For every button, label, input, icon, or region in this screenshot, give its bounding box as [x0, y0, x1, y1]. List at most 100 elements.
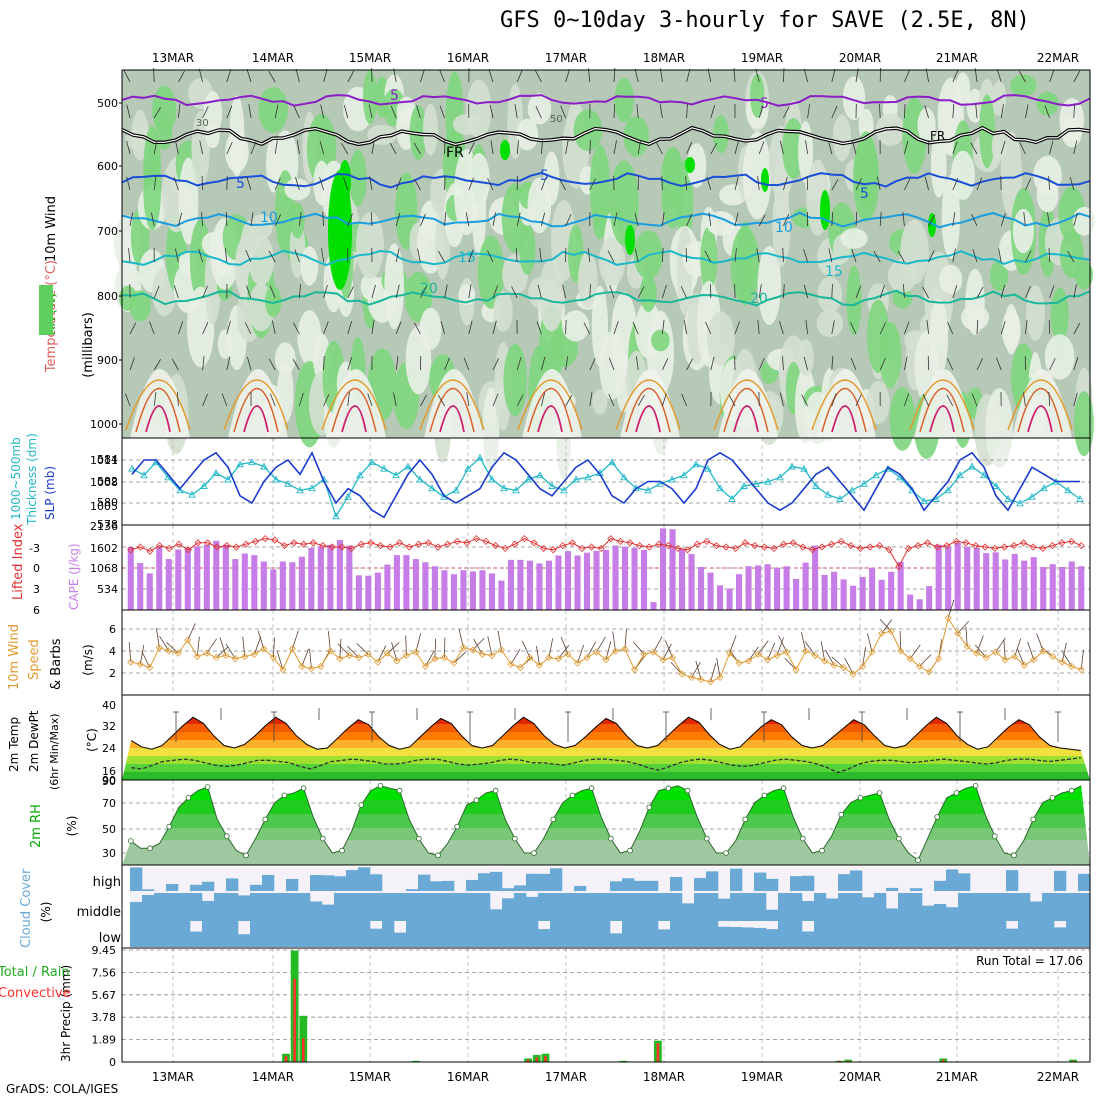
- cloud-high-bar: [322, 875, 335, 891]
- li-marker: [674, 544, 682, 552]
- thickness-marker: [272, 475, 280, 483]
- wind-barb: [323, 68, 328, 83]
- cape-bar: [279, 561, 286, 610]
- li-marker: [338, 543, 346, 551]
- li-marker: [799, 543, 807, 551]
- rh-contour-label: 30: [196, 118, 209, 129]
- wind-barb: [395, 177, 402, 191]
- temp-band: [122, 732, 1090, 740]
- boundary-layer-plume: [228, 369, 288, 438]
- cape-bar: [755, 565, 762, 610]
- wind-barb: [904, 140, 909, 155]
- date-label-bottom: 15MAR: [349, 1070, 391, 1084]
- temp-band: [122, 748, 1090, 756]
- wind-barb: [734, 176, 739, 191]
- li-marker: [866, 543, 874, 551]
- wind-speed-marker: [317, 662, 325, 670]
- wind-speed-marker: [554, 655, 563, 663]
- wind-barb: [805, 320, 808, 335]
- li-marker: [607, 535, 615, 543]
- wind-barb: [855, 394, 862, 407]
- precip-conv-bar: [284, 1056, 288, 1062]
- cloud-high-bar: [514, 885, 527, 891]
- cloud-middle-bar: [418, 893, 431, 921]
- wind-speed-marker: [963, 643, 971, 651]
- li-marker: [184, 546, 192, 554]
- wind-barb: [153, 359, 161, 371]
- isotherm-minus5: [121, 94, 1091, 107]
- wind-speed-marker: [355, 654, 363, 662]
- rh-marker: [1030, 816, 1036, 823]
- wind-barb: [1073, 284, 1077, 299]
- wind-barb: [337, 643, 350, 656]
- rh-marker: [204, 784, 211, 790]
- cloud-low-bar: [826, 921, 839, 947]
- cloud-high-bar: [190, 884, 203, 891]
- wind-speed-marker: [450, 659, 458, 667]
- wind-axis-units: (m/s): [81, 644, 95, 675]
- wind-barb: [974, 68, 978, 83]
- cloud-low-bar: [850, 921, 863, 947]
- wind-barb: [226, 142, 233, 155]
- wind-barb: [855, 178, 862, 191]
- wind-barb: [734, 321, 740, 335]
- wind-barb: [758, 284, 762, 299]
- isotherm-30: [1017, 387, 1063, 433]
- wind-speed-marker: [992, 648, 1000, 656]
- thickness-marker: [368, 458, 376, 466]
- wind-tick-label: 2: [109, 667, 116, 680]
- wind-barb: [686, 141, 693, 155]
- rh-patch: [362, 70, 378, 125]
- rh-marker: [857, 794, 864, 801]
- wind-speed-marker: [878, 629, 886, 637]
- isotherm-30: [135, 387, 181, 433]
- wind-barb: [444, 284, 448, 299]
- thickness-marker: [380, 464, 388, 472]
- thickness-marker: [620, 473, 628, 481]
- rh-tick-label: 90: [102, 775, 116, 788]
- li-marker: [1029, 543, 1037, 551]
- wind-speed-marker: [431, 655, 439, 663]
- cape-bar: [251, 555, 258, 610]
- wind-barb: [341, 142, 349, 155]
- cape-bar: [479, 570, 486, 610]
- wind-speed-marker: [564, 650, 572, 658]
- wind-barb: [904, 69, 910, 83]
- wind-barb: [1025, 320, 1028, 335]
- wind-barb: [706, 176, 712, 191]
- cape-bar: [850, 585, 857, 610]
- rh-patch: [1074, 260, 1093, 290]
- rh-band: [122, 785, 1090, 800]
- cape-bar: [536, 563, 543, 610]
- rh-patch: [1026, 285, 1045, 341]
- wind-barb: [395, 321, 402, 335]
- rh-marker: [243, 852, 249, 859]
- temp-band: [122, 764, 1090, 772]
- wind-barb: [1048, 176, 1050, 191]
- rh-marker: [128, 838, 134, 844]
- cape-bar: [327, 544, 334, 610]
- wind-speed-marker: [279, 666, 287, 674]
- wind-barb: [1049, 358, 1056, 371]
- li-marker: [904, 544, 912, 552]
- wind-barb: [246, 285, 252, 299]
- cape-bar: [916, 599, 923, 610]
- cloud-low-bar: [178, 921, 191, 947]
- rh-patch: [985, 387, 1013, 468]
- thickness-marker: [260, 462, 268, 470]
- cape-bar: [888, 571, 895, 610]
- cloud-low-bar: [214, 921, 227, 947]
- wind-barb: [1073, 104, 1075, 119]
- wind-speed-marker: [868, 648, 876, 656]
- credit-label: GrADS: COLA/IGES: [6, 1082, 119, 1096]
- wind-barb: [268, 358, 276, 371]
- wind-barb: [153, 392, 157, 407]
- wind-speed-marker: [165, 647, 173, 655]
- wind-barb: [129, 322, 137, 335]
- wind-barb: [321, 248, 324, 263]
- wind-barb: [1049, 69, 1055, 83]
- li-marker: [732, 544, 740, 552]
- rh-patch: [404, 271, 433, 322]
- temp-tick-label: 16: [102, 765, 116, 778]
- isotherm-25: [517, 379, 583, 431]
